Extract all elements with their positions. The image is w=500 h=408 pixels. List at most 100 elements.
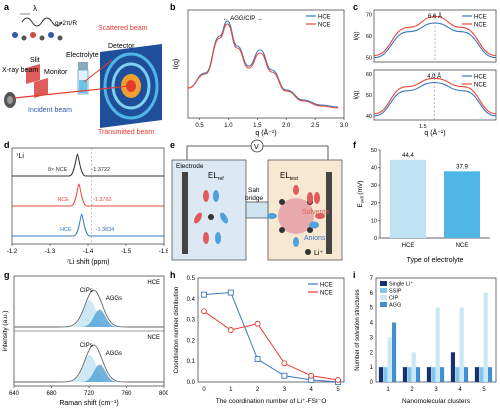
x-tick-label: 2 [410, 387, 414, 393]
y-axis-label: I(q) [173, 59, 180, 70]
peak-value-label: -1.3762 [93, 197, 112, 203]
x-axis-label: The coordination number of Li⁺-FSI⁻O [216, 398, 327, 405]
xray-source [4, 92, 16, 108]
salt-bridge [245, 201, 269, 219]
aggs-label: AGGs [106, 351, 122, 357]
legend-label: CIP [389, 296, 399, 302]
bridge-label: bridge [245, 195, 263, 202]
x-axis-label: q (Å⁻¹) [255, 128, 276, 137]
wave-curve [21, 17, 63, 27]
x-tick-label: 800 [159, 391, 168, 397]
nucleus-label: ⁷Li [16, 153, 24, 160]
y-tick-label: 6 [370, 291, 374, 297]
panel-label-g: g [4, 270, 10, 280]
legend-label: Single Li⁺ [389, 281, 413, 288]
cips-label: CIPs [80, 343, 93, 349]
detector-plate [100, 44, 162, 128]
el-ref-label: ELref [208, 171, 224, 182]
x-tick-label: -1.3 [45, 249, 56, 255]
bar-singleli [426, 367, 432, 382]
panel-label-c: c [353, 2, 359, 12]
bar-nce [444, 171, 480, 238]
data-point-nce [227, 327, 234, 333]
data-point-nce [335, 376, 341, 383]
ref-electrode [182, 172, 188, 254]
x-tick-label: 4 [310, 387, 314, 393]
axes-frame-1 [373, 69, 497, 121]
x-tick-label: 1.5 [419, 124, 427, 130]
nmr-chart: ⁷Li 8× NCE -1.3722 NCE -1.3762 HCE -1.3834 -1.2… [7, 147, 168, 266]
bar-value-label: 37.9 [456, 164, 468, 170]
series-line-nce [203, 310, 339, 381]
legend-label-hce: HCE [474, 75, 487, 81]
x-tick-label: -1.5 [121, 249, 132, 255]
x-tick-label: 1 [229, 387, 233, 393]
x-tick-label: 4 [458, 387, 462, 393]
detector-label: Detector [108, 43, 135, 50]
x-tick-label: 1 [386, 387, 390, 393]
bar-agg [391, 322, 397, 382]
y-axis-label: Number of solvation structures [355, 289, 361, 370]
bar-ssip [431, 367, 436, 382]
x-tick-label: -1.2 [7, 249, 18, 255]
data-point-hce [201, 291, 207, 298]
y-tick-label: 10 [371, 218, 377, 224]
panel-label-b: b [170, 2, 176, 12]
raman-chart: HCE CIPs AGGs NCE CIPs AGGs 640 680 720 760 800 Ram… [2, 275, 168, 407]
li-legend-label: Li⁺ [314, 250, 323, 257]
x-tick-label: 1.5 [253, 123, 262, 129]
legend-label: SSIP [389, 289, 402, 295]
el-test-label: ELtest [280, 171, 298, 182]
beam-line [13, 85, 131, 99]
saxs-schematic: λ q=2π/R Scattered beam Detector Electro… [2, 4, 162, 136]
y-tick-label: 60 [366, 34, 372, 40]
bar-agg [463, 367, 469, 382]
y-tick-label: 30 [371, 183, 377, 189]
y-tick-label: 70 [366, 12, 372, 18]
x-tick-label: 720 [84, 391, 95, 397]
y-tick-label: 50 [366, 56, 372, 62]
legend-swatch [380, 288, 387, 293]
panel-label-i: i [353, 270, 356, 280]
molecule-chain [12, 32, 63, 41]
x-tick-label: 760 [121, 391, 132, 397]
solvents-legend-label: Solvents [302, 209, 329, 216]
legend-swatch [380, 281, 387, 286]
peak-annotation: 4.0 Å [427, 73, 441, 80]
bar-singleli [378, 367, 384, 382]
y-axis-label: Ecell (mV) [357, 181, 365, 208]
y-tick-label: 50 [366, 93, 372, 99]
y-tick-label: 7 [370, 276, 374, 282]
slit-blocks [26, 64, 48, 98]
saxs-zoom-chart: 70 60 50 6.6 Å I(q) HCE NCE 60 50 40 4.0 Å I(q) HCE N… [354, 9, 497, 137]
schematic-legend: Solvents Anions Li⁺ [302, 192, 329, 257]
annotation-label: ← AGG/CIP → [223, 16, 263, 22]
axes-frame [187, 9, 345, 119]
transmitted-beam-label: Transmitted beam [98, 129, 154, 136]
y-tick-label: 0.2 [187, 338, 196, 344]
peak-value-label: -1.3834 [96, 227, 115, 233]
y-axis-label: Intensity (a.u.) [2, 310, 9, 351]
bar-ssip [479, 367, 484, 382]
x-tick-label: 0 [202, 387, 206, 393]
y-tick-label: 20 [371, 201, 377, 207]
slit-label: Slit [30, 57, 40, 64]
legend-label-nce: NCE [318, 23, 331, 29]
x-tick-label: -1.6 [159, 249, 168, 255]
nmr-trace [12, 153, 164, 177]
x-axis-label: Type of electrolyte [407, 257, 464, 264]
coordination-distribution-chart: 0 1 2 3 4 5 0.0 0.1 0.2 0.3 0.4 0.5 The coordination… [174, 276, 345, 405]
x-tick-label: 680 [46, 391, 57, 397]
xray-label-1: X-ray beam [2, 67, 38, 74]
cip-band-fill [14, 299, 164, 327]
data-point-hce [281, 372, 288, 379]
sample-label: NCE [147, 335, 160, 341]
bar-cip [435, 307, 440, 382]
x-axis-label: Nanomolecular clusters [402, 398, 471, 405]
y-tick-label: 60 [366, 72, 372, 78]
x-tick-label: 0.5 [195, 123, 204, 129]
bar-agg [415, 367, 421, 382]
scatter-line [83, 59, 113, 83]
nmr-trace [12, 183, 164, 207]
x-tick-label: HCE [402, 243, 415, 249]
